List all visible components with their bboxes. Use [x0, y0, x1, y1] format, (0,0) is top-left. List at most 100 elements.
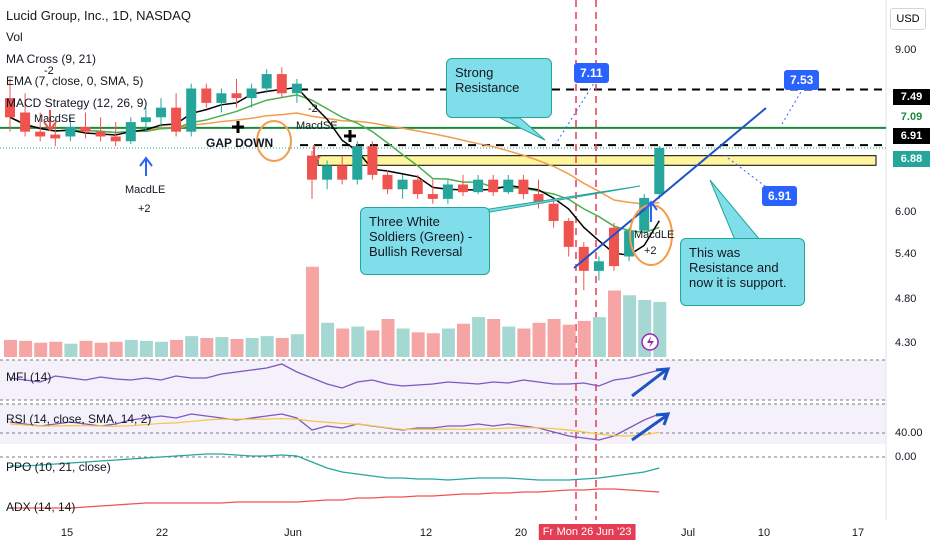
currency-selector[interactable]: USD [890, 8, 926, 30]
candle-body [246, 88, 257, 99]
cross-marker [232, 121, 244, 133]
candle-body [291, 83, 302, 94]
mfi-line [9, 363, 660, 389]
candle-body [322, 165, 333, 180]
macdse-qty: -2 [44, 65, 54, 77]
price-label-691[interactable]: 6.91 [762, 186, 798, 206]
candle-body [140, 117, 151, 123]
sell-arrow [307, 145, 321, 166]
volume-bar [155, 341, 168, 357]
indicator-ema[interactable]: EMA (7, close, 0, SMA, 5) [6, 74, 144, 88]
strong-resistance-callout[interactable]: Strong Resistance [446, 58, 552, 118]
candle-body [5, 98, 15, 118]
volume-bar [381, 319, 395, 357]
x-label: 10 [757, 527, 771, 539]
price-tick: 6.00 [895, 206, 917, 218]
candle-body [533, 194, 544, 204]
macdle-label: MacdLE [634, 229, 675, 241]
volume-bar [487, 319, 501, 357]
candle-body [442, 184, 453, 199]
candle-body [548, 203, 559, 221]
price-tag-691: 6.91 [893, 128, 930, 144]
sell-arrow [43, 110, 57, 132]
candle-body [458, 184, 468, 193]
volume-bar [19, 340, 33, 357]
volume-bar [336, 328, 350, 357]
price-label-711[interactable]: 7.11 [574, 63, 609, 83]
candle-body [231, 93, 242, 99]
price-tag-688: 6.88 [893, 151, 930, 167]
candle-body [337, 165, 348, 180]
macdse-qty: -2 [308, 103, 318, 115]
price-tag-709: 7.09 [893, 109, 930, 125]
mfi-label[interactable]: MFI (14) [6, 370, 52, 384]
volume-bar [94, 342, 108, 357]
candle-body [352, 146, 363, 180]
cross-marker [344, 130, 356, 142]
mfi-up-arrow [631, 367, 671, 398]
macdle-label: MacdLE [125, 184, 166, 196]
candle-body [80, 126, 91, 132]
candle-body [397, 179, 408, 190]
rsi-label[interactable]: RSI (14, close, SMA, 14, 2) [6, 412, 152, 426]
volume-bar [170, 339, 184, 357]
macdse-label: MacdSE [296, 120, 338, 132]
three-white-soldiers-callout[interactable]: Three White Soldiers (Green) - Bullish R… [360, 207, 490, 275]
volume-bar [275, 338, 289, 357]
lightning-glyph [647, 336, 654, 348]
candle-body [110, 136, 121, 142]
candle-body [563, 220, 574, 247]
price-tick: 4.30 [895, 337, 917, 349]
gap-down-label: GAP DOWN [206, 136, 274, 150]
volume-bar [472, 317, 486, 357]
volume-bar [49, 341, 63, 357]
volume-bar [185, 336, 199, 357]
candle-body [201, 88, 212, 103]
volume-bar [532, 322, 546, 357]
buy-arrow [139, 156, 153, 176]
support-callout[interactable]: This was Resistance and now it is suppor… [680, 238, 805, 306]
x-label: 20 [514, 527, 528, 539]
x-label: 22 [155, 527, 169, 539]
ema-line [9, 86, 660, 256]
x-label: 12 [419, 527, 433, 539]
indicator-vol[interactable]: Vol [6, 30, 23, 44]
volume-bar [592, 317, 606, 357]
candle-body [216, 93, 227, 103]
rsi-up-arrow [631, 412, 671, 442]
candle-body [35, 131, 46, 137]
price-tick: 5.40 [895, 248, 917, 260]
support-zone [317, 155, 877, 166]
volume-bar [411, 332, 425, 357]
rsi-signal-line [9, 417, 660, 437]
price-tick: 4.80 [895, 293, 917, 305]
volume-bar [562, 324, 576, 357]
candle-body [171, 107, 182, 132]
volume-bar [4, 339, 17, 357]
price-tag-749: 7.49 [893, 89, 930, 105]
gap-down-ellipse [256, 120, 292, 162]
indicator-macd-strategy[interactable]: MACD Strategy (12, 26, 9) [6, 96, 148, 110]
candle-body [639, 197, 650, 231]
price-label-753[interactable]: 7.53 [784, 70, 820, 90]
indicator-ma-cross[interactable]: MA Cross (9, 21) [6, 52, 97, 66]
adx-label[interactable]: ADX (14, 14) [6, 500, 76, 514]
volume-bar [290, 334, 304, 357]
macdse-label: MacdSE [34, 113, 76, 125]
volume-bar [306, 266, 319, 357]
candle-body [307, 155, 317, 180]
ppo-label[interactable]: PPO (10, 21, close) [6, 460, 111, 474]
volume-bar [109, 341, 123, 357]
macdle-qty: +2 [138, 203, 151, 215]
volume-bar [79, 340, 93, 357]
x-highlight-date: Mon 26 Jun '23 [552, 524, 636, 540]
candle-body [412, 179, 423, 195]
volume-bar [396, 328, 410, 357]
volume-bar [321, 322, 335, 357]
buy-arrow [644, 200, 658, 222]
volume-bar [230, 338, 244, 357]
rsi-line [9, 413, 660, 441]
volume-bar [64, 343, 78, 357]
volume-bar [623, 295, 637, 357]
